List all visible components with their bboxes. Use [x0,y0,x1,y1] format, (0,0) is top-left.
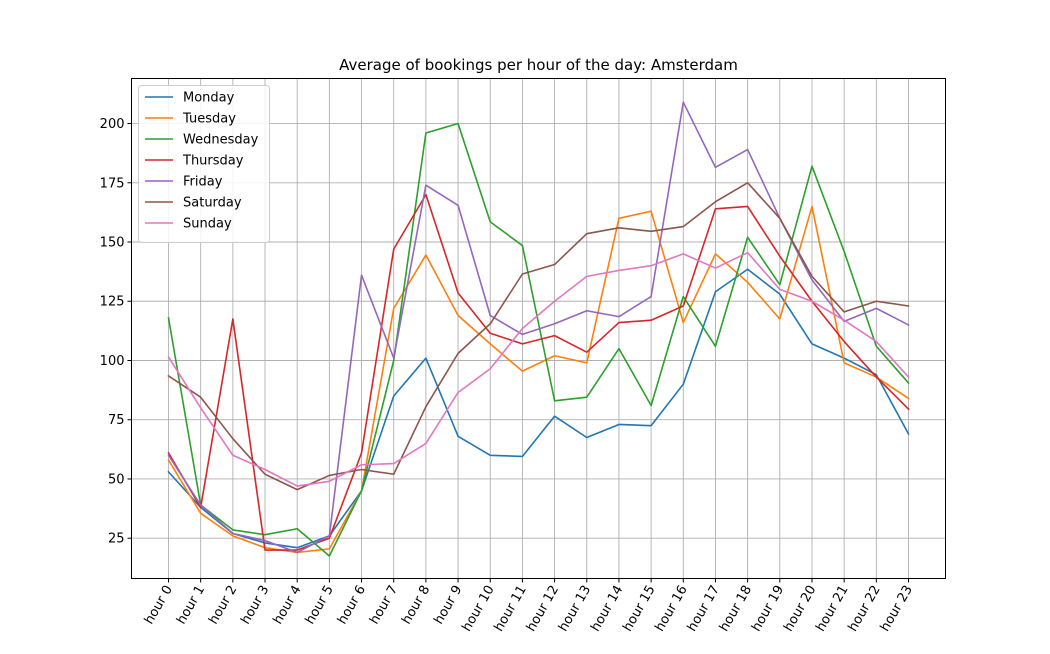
series-line-tuesday [167,205,910,554]
legend-label-thursday: Thursday [182,154,244,169]
series-layer [167,101,910,557]
y-tick-label: 25 [108,532,125,547]
legend-label-wednesday: Wednesday [183,133,259,148]
legend-label-saturday: Saturday [183,196,242,211]
legend-box [138,85,270,243]
y-tick-label: 100 [100,354,125,369]
legend-label-monday: Monday [183,91,235,106]
legend-label-sunday: Sunday [183,217,232,232]
legend-label-tuesday: Tuesday [182,112,236,127]
y-tick-label: 125 [100,295,125,310]
y-tick-label: 175 [100,176,125,191]
y-tick-label: 150 [100,236,125,251]
legend: Monday Tuesday Wednesday Thursday Friday Satu… [138,85,270,243]
y-tick-label: 200 [100,117,125,132]
series-line-saturday [167,181,910,491]
y-tick-label: 75 [108,413,125,428]
legend-label-friday: Friday [183,175,223,190]
series-line-sunday [167,251,910,487]
y-tick-label: 50 [108,472,125,487]
chart-title: Average of bookings per hour of the day:… [339,56,738,74]
plot-frame [131,78,946,579]
